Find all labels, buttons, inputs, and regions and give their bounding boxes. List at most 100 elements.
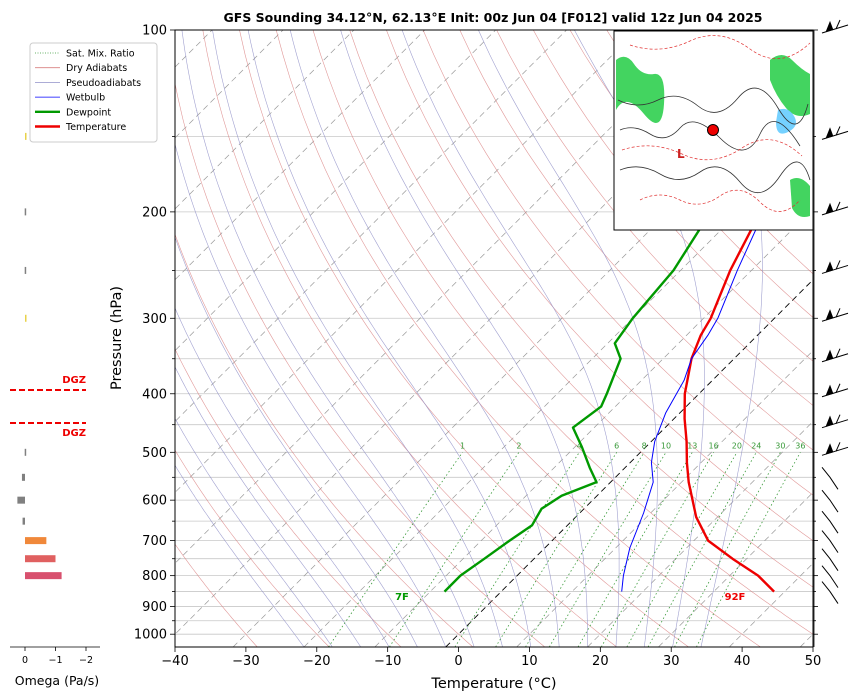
mixing-ratio-label: 6 [614,441,619,450]
pseudoadiabat [182,30,474,647]
legend-label: Temperature [65,122,126,133]
x-tick-label: 20 [592,654,609,669]
mixing-ratio-line [389,452,519,647]
wind-barb [822,126,848,139]
chart-title: GFS Sounding 34.12°N, 62.13°E Init: 00z … [224,10,763,25]
barb-flag [826,262,833,272]
omega-tick-label: −1 [48,655,62,666]
y-tick-label: 100 [142,24,167,39]
wind-barb [822,202,848,215]
pseudoadiabat [213,30,503,647]
omega-tick-label: 0 [22,655,28,666]
omega-bar [25,555,56,562]
y-tick-label: 200 [142,205,167,220]
barb-shaft [822,490,838,512]
y-tick-label: 500 [142,446,167,461]
omega-bar [25,267,27,274]
x-tick-label: 40 [734,654,751,669]
x-axis-label: Temperature (°C) [430,676,556,692]
legend-label: Dewpoint [66,107,111,118]
omega-tick-label: −2 [79,655,93,666]
x-tick-label: −10 [374,654,401,669]
wind-barb [822,549,838,571]
x-tick-label: 30 [663,654,680,669]
y-tick-label: 1000 [134,628,167,643]
barb-flag [826,351,833,361]
x-tick-label: 10 [521,654,538,669]
legend-label: Pseudoadiabats [66,78,141,89]
mixing-ratio-label: 1 [460,441,465,450]
mixing-ratio-label: 8 [642,441,647,450]
omega-bar [25,208,27,215]
wind-barb [822,308,848,321]
x-tick-label: −30 [232,654,259,669]
mixing-ratio-line [648,452,756,647]
barb-flag [826,128,833,138]
mixing-ratio-line [455,452,579,647]
omega-bar [25,133,27,140]
omega-panel: 0 −1 −2 DGZ DGZ Omega (Pa/s) [10,133,100,688]
mixing-ratio-label: 13 [687,441,697,450]
x-tick-label: 0 [454,654,462,669]
x-axis: −40 −30 −20 −10 0 10 20 30 40 50 [161,647,821,669]
barb-flag [826,417,833,427]
mixing-ratio-line [696,452,800,647]
barb-flag [826,204,833,214]
legend-label: Sat. Mix. Ratio [66,49,135,60]
mixing-ratio-line [675,452,781,647]
y-tick-label: 800 [142,569,167,584]
wind-barb [822,511,838,533]
mixing-ratio-line [329,452,463,647]
barb-flag [826,444,833,454]
wind-barb [822,415,848,428]
mixing-ratio-line [526,452,645,647]
mixing-ratio-label: 10 [661,441,671,450]
mixing-ratio-line [496,452,617,647]
barb-shaft [822,511,838,533]
wind-barbs [814,20,848,647]
y-tick-label: 900 [142,600,167,615]
mixing-ratio-label: 30 [775,441,785,450]
wind-barb [822,442,848,455]
dry-adiabat [827,30,851,647]
sounding-location-marker [708,125,719,136]
mixing-ratio-label: 20 [732,441,742,450]
svg-text:L: L [677,147,685,161]
omega-bar [25,537,46,544]
wind-barb [822,349,848,362]
y-tick-label: 700 [142,534,167,549]
y-tick-label: 600 [142,494,167,509]
omega-axis-label: Omega (Pa/s) [15,673,99,688]
omega-bar [25,572,62,579]
x-tick-label: −20 [303,654,330,669]
pseudoadiabat [155,30,446,647]
barb-flag [826,310,833,320]
legend: Sat. Mix. Ratio Dry Adiabats Pseudoadiabat… [30,43,157,142]
x-tick-label: 50 [805,654,822,669]
omega-bar [22,474,25,481]
legend-label: Dry Adiabats [66,63,127,74]
x-tick-label: −40 [161,654,188,669]
omega-bar [25,315,27,322]
legend-label: Wetbulb [66,93,105,104]
y-axis-label: Pressure (hPa) [109,286,125,390]
barb-flag [826,386,833,396]
wind-barb [822,531,838,553]
wind-barb [822,490,838,512]
y-tick-label: 300 [142,312,167,327]
barb-shaft [822,549,838,571]
dgz-label: DGZ [62,375,86,386]
pseudoadiabat [290,30,559,647]
omega-bar [23,518,25,525]
omega-bar [17,497,25,504]
inset-map: L [614,31,813,230]
wind-barb [822,20,848,33]
mixing-ratio-label: 24 [751,441,761,450]
y-tick-label: 400 [142,387,167,402]
barb-shaft [822,467,838,489]
surface-temperature-label: 92F [725,592,746,603]
mixing-ratio-label: 2 [516,441,521,450]
dgz-label: DGZ [62,428,86,439]
